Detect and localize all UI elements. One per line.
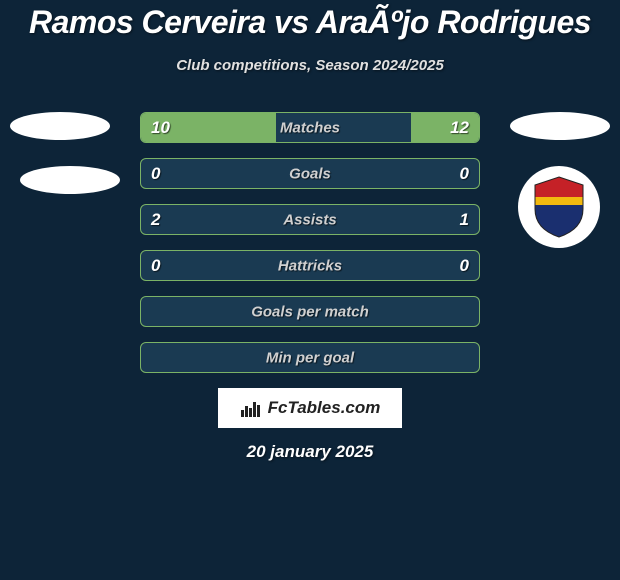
stat-value-left: 10 [151,118,170,138]
stat-value-left: 2 [151,210,160,230]
bars-icon [240,398,262,418]
stat-value-right: 12 [450,118,469,138]
stat-label: Min per goal [266,349,354,366]
stat-row: Goals per match [0,296,620,327]
stat-row: Min per goal [0,342,620,373]
stat-label: Assists [283,211,336,228]
stat-bar: 0 0 Goals [140,158,480,189]
stat-bar: 0 0 Hattricks [140,250,480,281]
stats-area: 10 12 Matches 0 0 Goals 2 1 Assists 0 0 Hattricks Go… [0,112,620,373]
stat-label: Goals per match [251,303,369,320]
club-shield-icon [531,175,587,239]
watermark: FcTables.com [0,388,620,428]
stat-value-left: 0 [151,256,160,276]
stat-bar: 10 12 Matches [140,112,480,143]
stat-value-right: 0 [460,256,469,276]
stat-value-right: 1 [460,210,469,230]
stat-value-left: 0 [151,164,160,184]
player-right-avatar [510,112,610,152]
comparison-title: Ramos Cerveira vs AraÃºjo Rodrigues [0,0,620,41]
player-right-club-badge [518,166,600,248]
stat-label: Hattricks [278,257,342,274]
player-left-club [20,166,120,206]
snapshot-date: 20 january 2025 [0,442,620,462]
stat-bar: Min per goal [140,342,480,373]
stat-bar: Goals per match [140,296,480,327]
stat-row: 0 0 Hattricks [0,250,620,281]
stat-value-right: 0 [460,164,469,184]
stat-bar: 2 1 Assists [140,204,480,235]
player-left-avatar [10,112,110,152]
watermark-text: FcTables.com [268,398,381,418]
comparison-subtitle: Club competitions, Season 2024/2025 [0,57,620,74]
stat-label: Matches [280,119,340,136]
stat-label: Goals [289,165,331,182]
